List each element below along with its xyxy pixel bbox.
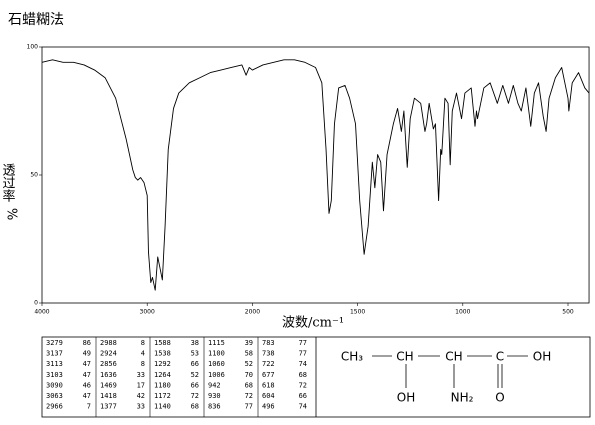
x-tick-label: 4000	[34, 309, 49, 316]
peak-wavenumber: 1180	[154, 381, 171, 389]
peak-transmittance: 74	[299, 403, 307, 411]
structure-atom: NH₂	[451, 391, 474, 405]
peak-transmittance: 74	[299, 360, 307, 368]
peak-wavenumber: 1469	[100, 381, 117, 389]
peak-transmittance: 17	[137, 381, 145, 389]
peak-transmittance: 77	[245, 403, 253, 411]
peak-transmittance: 66	[191, 360, 199, 368]
peak-transmittance: 47	[83, 392, 91, 400]
peak-wavenumber: 3279	[46, 339, 63, 347]
x-tick-label: 500	[562, 309, 574, 316]
peak-transmittance: 77	[299, 339, 307, 347]
structure-bonds	[372, 355, 528, 388]
y-tick-label: 0	[34, 300, 38, 307]
peak-wavenumber: 1377	[100, 403, 117, 411]
structure-atom: C	[496, 350, 504, 364]
peak-wavenumber: 836	[208, 403, 221, 411]
peak-transmittance: 47	[83, 360, 91, 368]
peak-wavenumber: 2924	[100, 350, 117, 358]
peak-wavenumber: 1418	[100, 392, 117, 400]
peak-wavenumber: 3103	[46, 371, 63, 379]
peak-wavenumber: 1115	[208, 339, 225, 347]
peak-wavenumber: 738	[262, 350, 275, 358]
x-tick-label: 1500	[350, 309, 365, 316]
structure-atom: O	[495, 391, 504, 405]
peak-wavenumber: 1140	[154, 403, 171, 411]
peak-wavenumber: 2966	[46, 403, 63, 411]
peak-wavenumber: 1292	[154, 360, 171, 368]
peak-wavenumber: 677	[262, 371, 275, 379]
peak-wavenumber: 1264	[154, 371, 171, 379]
peak-transmittance: 66	[191, 381, 199, 389]
peak-transmittance: 77	[299, 350, 307, 358]
peak-wavenumber: 3090	[46, 381, 63, 389]
peak-wavenumber: 1588	[154, 339, 171, 347]
peak-transmittance: 52	[191, 371, 199, 379]
peak-transmittance: 33	[137, 371, 145, 379]
structure-atom: CH₃	[341, 350, 363, 364]
y-tick-label: 50	[30, 172, 38, 179]
peak-wavenumber: 496	[262, 403, 275, 411]
peak-wavenumber: 3113	[46, 360, 63, 368]
spectrum-line	[41, 59, 590, 291]
peak-wavenumber: 783	[262, 339, 275, 347]
peak-wavenumber: 2856	[100, 360, 117, 368]
peak-wavenumber: 618	[262, 381, 275, 389]
structure-atom: CH	[445, 350, 462, 364]
x-axis-label: 波数/cm⁻¹	[282, 316, 344, 331]
x-tick-label: 2000	[245, 309, 260, 316]
peak-transmittance: 42	[137, 392, 145, 400]
peak-wavenumber: 3063	[46, 392, 63, 400]
peak-transmittance: 70	[245, 371, 253, 379]
structure-atom: CH	[396, 350, 413, 364]
peak-transmittance: 68	[299, 371, 307, 379]
plot-frame	[41, 46, 590, 304]
peak-wavenumber: 1538	[154, 350, 171, 358]
peak-transmittance: 72	[299, 381, 307, 389]
peak-transmittance: 8	[141, 360, 145, 368]
peak-transmittance: 8	[141, 339, 145, 347]
peak-transmittance: 47	[83, 371, 91, 379]
peak-wavenumber: 1172	[154, 392, 171, 400]
peak-wavenumber: 2988	[100, 339, 117, 347]
x-tick-label: 1000	[455, 309, 470, 316]
peak-transmittance: 72	[245, 392, 253, 400]
peak-transmittance: 58	[245, 350, 253, 358]
peak-wavenumber: 3137	[46, 350, 63, 358]
peak-transmittance: 39	[245, 339, 253, 347]
y-tick-label: 100	[27, 44, 39, 51]
peak-wavenumber: 942	[208, 381, 221, 389]
peak-transmittance: 49	[83, 350, 91, 358]
chart-title: 石蜡糊法	[8, 12, 64, 28]
peak-transmittance: 66	[299, 392, 307, 400]
peak-transmittance: 68	[245, 381, 253, 389]
peak-transmittance: 7	[87, 403, 91, 411]
peak-transmittance: 46	[83, 381, 91, 389]
peak-transmittance: 68	[191, 403, 199, 411]
peak-wavenumber: 1060	[208, 360, 225, 368]
y-axis-label: 透过率	[0, 163, 15, 202]
peak-wavenumber: 930	[208, 392, 221, 400]
peak-transmittance: 72	[191, 392, 199, 400]
peak-transmittance: 53	[191, 350, 199, 358]
peak-transmittance: 4	[141, 350, 145, 358]
x-tick-label: 3000	[140, 309, 155, 316]
peak-wavenumber: 722	[262, 360, 275, 368]
peak-transmittance: 52	[245, 360, 253, 368]
peak-transmittance: 38	[191, 339, 199, 347]
peak-wavenumber: 1100	[208, 350, 225, 358]
peak-wavenumber: 1636	[100, 371, 117, 379]
peak-wavenumber: 1006	[208, 371, 225, 379]
structure-atom: OH	[397, 391, 415, 405]
y-axis-unit: %	[7, 208, 22, 220]
structure-atom: OH	[533, 350, 551, 364]
peak-wavenumber: 604	[262, 392, 275, 400]
peak-transmittance: 86	[83, 339, 91, 347]
peak-transmittance: 33	[137, 403, 145, 411]
